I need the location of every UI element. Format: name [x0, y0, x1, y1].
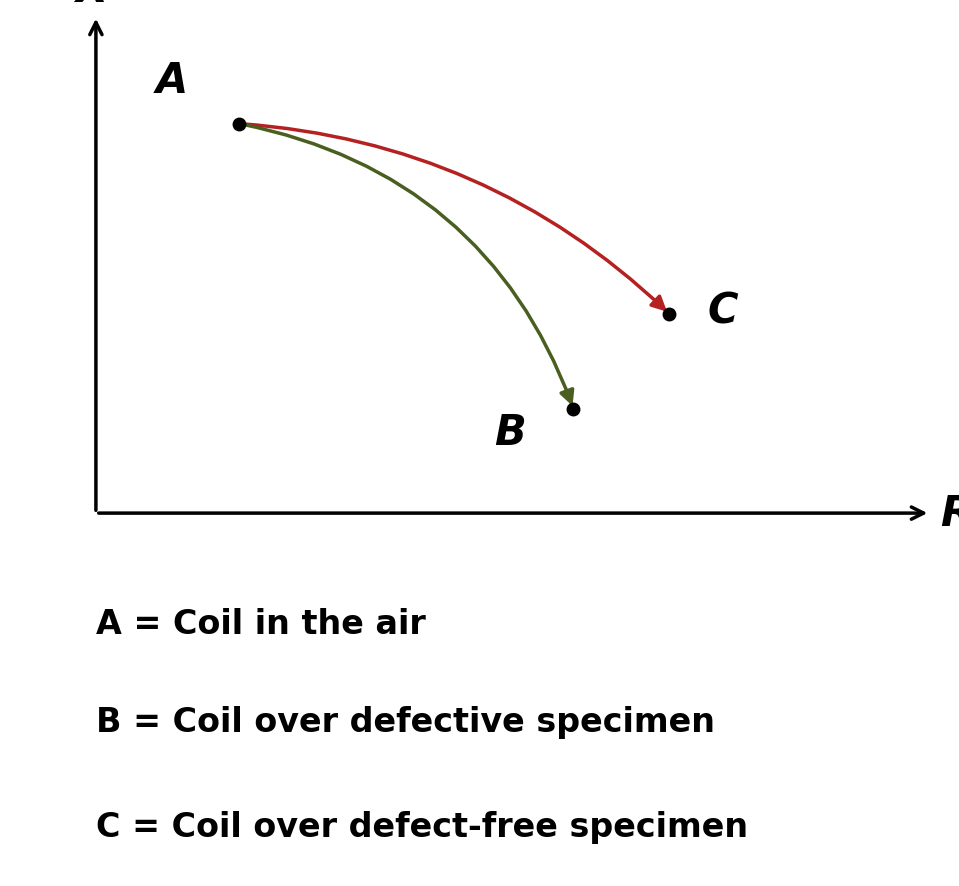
Text: X: X: [75, 0, 107, 12]
Text: A: A: [156, 60, 188, 102]
Text: C: C: [708, 291, 737, 332]
Text: C = Coil over defect-free specimen: C = Coil over defect-free specimen: [96, 811, 748, 843]
Text: A = Coil in the air: A = Coil in the air: [96, 607, 426, 641]
Text: B = Coil over defective specimen: B = Coil over defective specimen: [96, 705, 714, 739]
Text: B: B: [494, 412, 526, 454]
Text: R: R: [940, 493, 959, 534]
